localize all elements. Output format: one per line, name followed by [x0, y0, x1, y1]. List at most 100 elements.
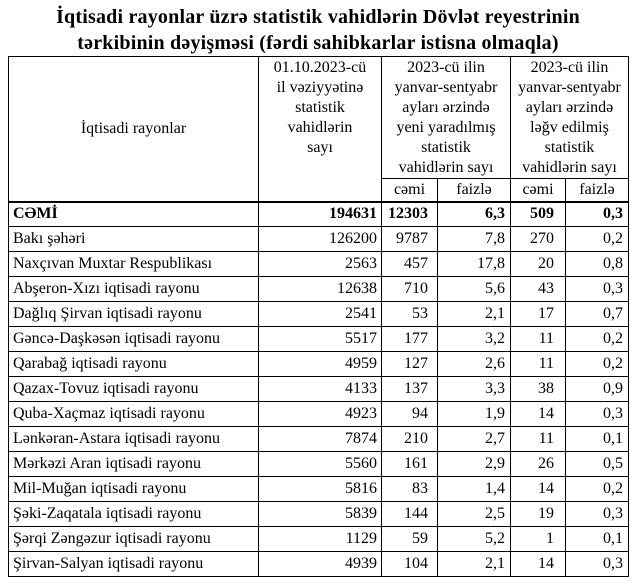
- value-cell: 9787: [381, 226, 438, 252]
- region-name-cell: Gəncə-Daşkəsən iqtisadi rayonu: [8, 326, 259, 352]
- value-cell: 12303: [381, 200, 438, 227]
- value-cell: 0,3: [565, 200, 629, 227]
- value-cell: 137: [381, 376, 438, 402]
- value-cell: 127: [381, 351, 438, 377]
- subheader-liquidated-total: cəmi: [510, 178, 566, 202]
- value-cell: 2,1: [437, 551, 511, 577]
- value-cell: 710: [381, 276, 438, 302]
- region-name-cell: Quba-Xaçmaz iqtisadi rayonu: [8, 401, 259, 427]
- value-cell: 43: [510, 276, 566, 302]
- value-cell: 0,1: [565, 526, 629, 552]
- value-cell: 0,3: [565, 551, 629, 577]
- value-cell: 53: [381, 301, 438, 327]
- table-body: CƏMİ 194631 12303 6,3 509 0,3 Bakı şəhəri 12620…: [8, 200, 629, 577]
- table-row: Qarabağ iqtisadi rayonu 4959 127 2,6 11 0,2: [8, 351, 629, 377]
- table-header: İqtisadi rayonlar 01.10.2023-cü il vəziy…: [8, 56, 629, 202]
- value-cell: 6,3: [437, 200, 511, 227]
- value-cell: 0,2: [565, 351, 629, 377]
- value-cell: 144: [381, 501, 438, 527]
- value-cell: 210: [381, 426, 438, 452]
- page-title-line-2: tərkibinin dəyişməsi (fərdi sahibkarlar …: [77, 32, 559, 54]
- total-row: CƏMİ 194631 12303 6,3 509 0,3: [8, 200, 629, 227]
- value-cell: 59: [381, 526, 438, 552]
- value-cell: 3,3: [437, 376, 511, 402]
- value-cell: 20: [510, 251, 566, 277]
- value-cell: 457: [381, 251, 438, 277]
- value-cell: 12638: [258, 276, 382, 302]
- page-title: İqtisadi rayonlar üzrə statistik vahidlə…: [0, 0, 636, 56]
- table-row: Dağlıq Şirvan iqtisadi rayonu 2541 53 2,1 17…: [8, 301, 629, 327]
- column-header-created-group: 2023-cü ilin yanvar-sentyabr ayları ərzi…: [381, 56, 511, 179]
- table-row: Gəncə-Daşkəsən iqtisadi rayonu 5517 177 3,2…: [8, 326, 629, 352]
- value-cell: 2,6: [437, 351, 511, 377]
- value-cell: 2,1: [437, 301, 511, 327]
- value-cell: 177: [381, 326, 438, 352]
- value-cell: 1: [510, 526, 566, 552]
- value-cell: 0,3: [565, 401, 629, 427]
- region-name-cell: Naxçıvan Muxtar Respublikası: [8, 251, 259, 277]
- value-cell: 4923: [258, 401, 382, 427]
- value-cell: 4939: [258, 551, 382, 577]
- page-title-line-1: İqtisadi rayonlar üzrə statistik vahidlə…: [56, 6, 580, 28]
- value-cell: 17: [510, 301, 566, 327]
- value-cell: 126200: [258, 226, 382, 252]
- value-cell: 7874: [258, 426, 382, 452]
- region-name-cell: Abşeron-Xızı iqtisadi rayonu: [8, 276, 259, 302]
- value-cell: 5560: [258, 451, 382, 477]
- value-cell: 0,1: [565, 426, 629, 452]
- value-cell: 14: [510, 401, 566, 427]
- value-cell: 11: [510, 326, 566, 352]
- value-cell: 11: [510, 426, 566, 452]
- region-name-cell: Şirvan-Salyan iqtisadi rayonu: [8, 551, 259, 577]
- value-cell: 194631: [258, 200, 382, 227]
- value-cell: 94: [381, 401, 438, 427]
- header-row-sub: cəmi faizlə cəmi faizlə: [9, 178, 629, 202]
- region-name-cell: Bakı şəhəri: [8, 226, 259, 252]
- table-row: Qazax-Tovuz iqtisadi rayonu 4133 137 3,3 38 0…: [8, 376, 629, 402]
- total-label-cell: CƏMİ: [8, 200, 259, 227]
- value-cell: 161: [381, 451, 438, 477]
- table-row: Lənkəran-Astara iqtisadi rayonu 7874 210 2,…: [8, 426, 629, 452]
- value-cell: 0,8: [565, 251, 629, 277]
- value-cell: 19: [510, 501, 566, 527]
- value-cell: 0,7: [565, 301, 629, 327]
- table-row: Abşeron-Xızı iqtisadi rayonu 12638 710 5,6 4…: [8, 276, 629, 302]
- subheader-created-total: cəmi: [381, 178, 438, 202]
- value-cell: 38: [510, 376, 566, 402]
- value-cell: 14: [510, 476, 566, 502]
- region-name-cell: Lənkəran-Astara iqtisadi rayonu: [8, 426, 259, 452]
- column-header-liquidated-group: 2023-cü ilin yanvar-sentyabr ayları ərzi…: [510, 56, 629, 179]
- region-name-cell: Mərkəzi Aran iqtisadi rayonu: [8, 451, 259, 477]
- value-cell: 2541: [258, 301, 382, 327]
- value-cell: 4959: [258, 351, 382, 377]
- table-row: Şəki-Zaqatala iqtisadi rayonu 5839 144 2,5 1…: [8, 501, 629, 527]
- value-cell: 0,9: [565, 376, 629, 402]
- value-cell: 0,3: [565, 501, 629, 527]
- value-cell: 0,2: [565, 226, 629, 252]
- value-cell: 83: [381, 476, 438, 502]
- value-cell: 14: [510, 551, 566, 577]
- value-cell: 5517: [258, 326, 382, 352]
- table-row: Şirvan-Salyan iqtisadi rayonu 4939 104 2,1 1…: [8, 551, 629, 577]
- value-cell: 26: [510, 451, 566, 477]
- table-row: Quba-Xaçmaz iqtisadi rayonu 4923 94 1,9 14 0,…: [8, 401, 629, 427]
- column-header-stock-count: 01.10.2023-cü il vəziyyətinə statistik v…: [258, 56, 382, 202]
- value-cell: 2563: [258, 251, 382, 277]
- table-row: Mərkəzi Aran iqtisadi rayonu 5560 161 2,9 26…: [8, 451, 629, 477]
- subheader-liquidated-percent: faizlə: [565, 178, 629, 202]
- value-cell: 1,4: [437, 476, 511, 502]
- value-cell: 0,5: [565, 451, 629, 477]
- value-cell: 4133: [258, 376, 382, 402]
- value-cell: 2,9: [437, 451, 511, 477]
- value-cell: 0,2: [565, 476, 629, 502]
- subheader-created-percent: faizlə: [437, 178, 511, 202]
- value-cell: 17,8: [437, 251, 511, 277]
- table-row: Şərqi Zəngəzur iqtisadi rayonu 1129 59 5,2 1…: [8, 526, 629, 552]
- value-cell: 5,2: [437, 526, 511, 552]
- table-row: Mil-Muğan iqtisadi rayonu 5816 83 1,4 14 0,2: [8, 476, 629, 502]
- value-cell: 7,8: [437, 226, 511, 252]
- table-row: Bakı şəhəri 126200 9787 7,8 270 0,2: [8, 226, 629, 252]
- header-row-main: İqtisadi rayonlar 01.10.2023-cü il vəziy…: [8, 56, 629, 202]
- region-name-cell: Mil-Muğan iqtisadi rayonu: [8, 476, 259, 502]
- value-cell: 5816: [258, 476, 382, 502]
